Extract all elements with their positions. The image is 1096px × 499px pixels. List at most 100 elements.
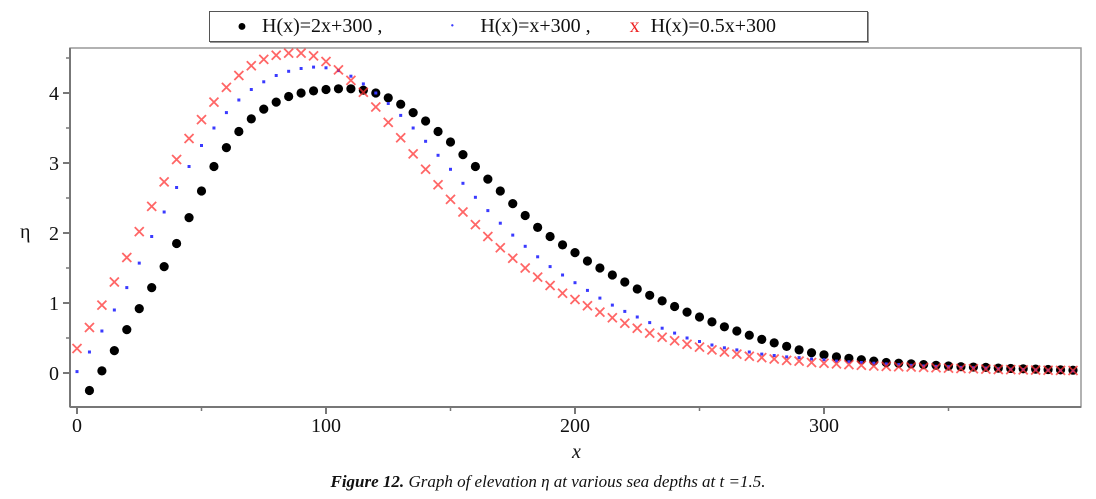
data-point [507, 253, 518, 264]
data-point [822, 358, 826, 362]
data-point [831, 358, 842, 370]
data-point [436, 153, 440, 157]
data-point [548, 265, 552, 269]
data-point [71, 343, 83, 354]
data-point [698, 340, 701, 343]
data-point [806, 348, 817, 358]
data-point [308, 86, 319, 96]
data-point [819, 350, 829, 360]
data-point [271, 97, 281, 107]
data-point [159, 176, 170, 188]
data-point [224, 111, 228, 115]
legend-item-1x: · H(x)=x+300 , [438, 15, 591, 38]
data-point [237, 98, 241, 102]
legend-label: H(x)=2x+300 , [262, 15, 383, 37]
data-point [212, 126, 216, 130]
data-point [196, 114, 207, 125]
data-point [747, 350, 751, 354]
data-point [793, 355, 805, 367]
data-point [620, 277, 630, 287]
data-point [175, 186, 179, 189]
legend: ● H(x)=2x+300 , · H(x)=x+300 , x H(x)=0.… [209, 11, 868, 42]
data-point [259, 104, 269, 114]
data-point [934, 364, 938, 368]
data-point [635, 315, 639, 319]
data-point [918, 362, 929, 373]
data-point [595, 263, 605, 273]
data-point [856, 360, 867, 371]
data-point [694, 312, 705, 322]
legend-item-0.5x: x H(x)=0.5x+300 [621, 15, 776, 38]
data-point [943, 362, 954, 374]
data-point [346, 84, 356, 94]
data-point [582, 256, 593, 266]
data-point [246, 60, 257, 71]
data-point [669, 335, 680, 346]
y-tick-label: 2 [49, 223, 59, 245]
data-point [233, 70, 244, 81]
data-point [96, 299, 108, 311]
data-point [97, 366, 107, 376]
data-point [544, 280, 556, 291]
data-point [87, 350, 91, 354]
data-point [818, 358, 830, 369]
y-tick-label: 1 [49, 293, 59, 315]
data-point [844, 353, 854, 363]
data-point [594, 306, 606, 318]
data-point [1030, 364, 1041, 376]
data-point [922, 364, 926, 368]
data-point [769, 338, 779, 348]
data-point [100, 329, 104, 333]
data-point [533, 222, 543, 232]
y-tick-label: 3 [49, 153, 59, 175]
data-point [536, 255, 540, 259]
data-point [483, 174, 493, 184]
data-point [274, 74, 278, 77]
data-point [810, 357, 814, 361]
data-point [208, 96, 220, 108]
data-point [150, 235, 154, 238]
data-point [109, 346, 119, 356]
data-point [685, 336, 689, 340]
series-x [71, 47, 1079, 376]
data-point [262, 80, 266, 84]
data-point [806, 357, 817, 368]
data-point [284, 91, 294, 102]
data-point [694, 341, 705, 353]
data-point [234, 126, 244, 137]
data-point [159, 262, 169, 272]
data-point [383, 117, 394, 128]
data-point [1042, 365, 1054, 376]
data-point [893, 361, 904, 372]
data-point [619, 318, 630, 329]
data-point [147, 283, 157, 293]
data-point [461, 181, 465, 185]
data-point [287, 69, 291, 73]
data-point [682, 307, 692, 317]
data-point [582, 300, 593, 311]
x-tick-label: 100 [311, 415, 341, 437]
data-point [632, 284, 642, 294]
data-point [183, 133, 195, 144]
data-point [473, 195, 477, 199]
data-point [383, 93, 393, 103]
data-point [421, 116, 431, 126]
data-point [470, 219, 481, 230]
x-tick-label: 0 [72, 415, 82, 437]
y-tick-label: 0 [49, 363, 59, 385]
circle-marker-icon: ● [237, 17, 247, 35]
data-point [881, 361, 892, 372]
data-point [345, 75, 357, 86]
data-point [570, 248, 580, 258]
data-point [162, 210, 166, 214]
data-point [831, 352, 842, 362]
data-point [732, 326, 742, 336]
data-point [358, 85, 368, 95]
data-point [1055, 365, 1066, 376]
data-point [349, 74, 353, 78]
point-marker-icon: · [448, 15, 456, 37]
data-point [320, 56, 332, 67]
data-point [744, 351, 755, 362]
data-point [308, 50, 319, 62]
